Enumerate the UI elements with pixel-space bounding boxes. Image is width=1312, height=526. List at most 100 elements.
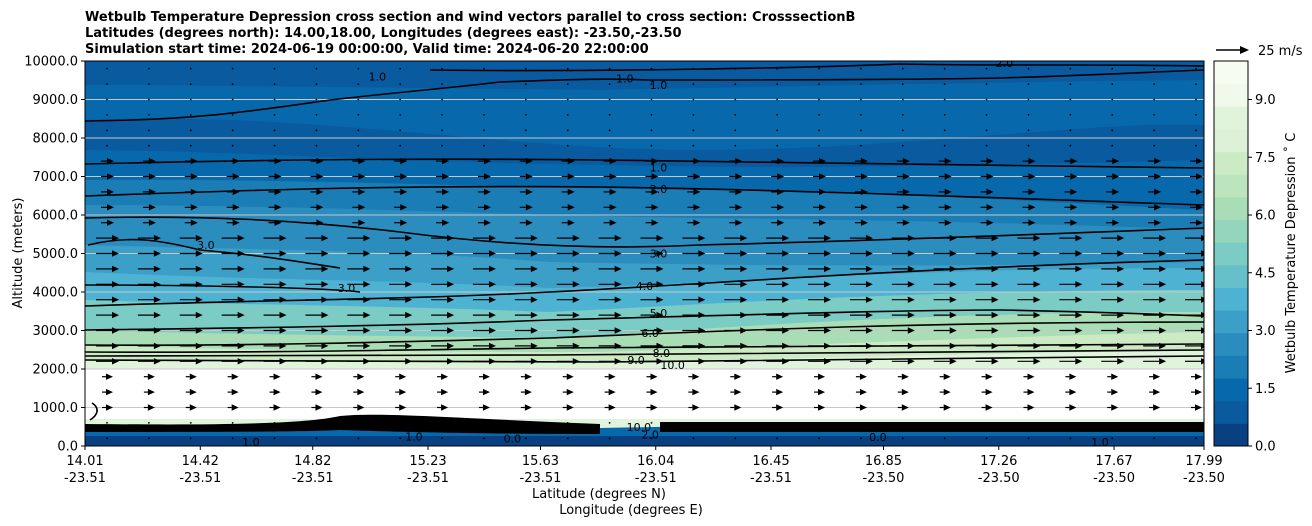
- wind-vector: [305, 311, 329, 319]
- wind-vector: [179, 265, 203, 273]
- wind-vector: [231, 129, 234, 132]
- wind-vector: [1190, 188, 1203, 196]
- wind-vector: [598, 342, 622, 350]
- wind-vector: [985, 114, 988, 116]
- wind-vector: [650, 67, 653, 70]
- wind-vector: [645, 157, 659, 165]
- wind-vector: [650, 98, 653, 101]
- contour-4: [85, 259, 1204, 307]
- wind-vector: [891, 281, 915, 288]
- wind-vector: [933, 281, 957, 288]
- wind-vector: [273, 114, 276, 116]
- wind-vector: [896, 157, 910, 165]
- wind-vector: [137, 311, 161, 319]
- wind-vector: [268, 173, 282, 180]
- wind-vector: [399, 422, 402, 424]
- wind-vector: [939, 388, 951, 396]
- wind-vector: [985, 437, 988, 440]
- y-tick-label: 7000.0: [33, 170, 79, 185]
- contour-label: 3.0: [338, 282, 356, 295]
- contour-label: 1.0: [405, 430, 423, 443]
- wind-vector: [849, 250, 873, 257]
- band-bottom-darkest: [85, 436, 1204, 446]
- wind-vector: [305, 358, 329, 365]
- wind-vector: [101, 204, 114, 211]
- wind-vector: [315, 144, 318, 147]
- wind-vector: [566, 437, 569, 440]
- wind-vector: [933, 311, 957, 319]
- wind-vector: [347, 265, 371, 273]
- wind-vector: [734, 422, 737, 424]
- wind-vector: [818, 129, 820, 132]
- wind-vector: [431, 327, 455, 334]
- x-tick-label-lat: 15.23: [409, 454, 446, 469]
- title-line-1: Wetbulb Temperature Depression cross sec…: [85, 10, 855, 25]
- wind-vector: [938, 204, 952, 211]
- wind-vector: [137, 342, 161, 350]
- wind-vector: [524, 114, 527, 116]
- chart-title: Wetbulb Temperature Depression cross sec…: [85, 10, 855, 57]
- wind-vector: [231, 437, 234, 440]
- surface-contour-right: [660, 422, 1204, 432]
- wind-vector: [221, 327, 245, 334]
- wind-vector: [692, 67, 695, 70]
- wind-vector: [519, 204, 533, 211]
- wind-vector: [514, 327, 538, 334]
- wind-vector: [96, 311, 119, 319]
- contour-9: [85, 349, 1204, 358]
- wind-vector: [566, 144, 569, 147]
- wind-vector: [808, 265, 832, 273]
- wind-vector: [640, 358, 664, 365]
- wind-vector: [1023, 404, 1035, 411]
- wind-vector: [1111, 83, 1114, 85]
- wind-vector: [1101, 250, 1125, 257]
- wind-vector: [1143, 327, 1167, 334]
- colorbar-segment: [1214, 196, 1248, 221]
- colorbar-segment: [1214, 151, 1248, 175]
- wind-vector: [985, 83, 988, 85]
- wind-vector: [441, 144, 443, 147]
- wind-vector: [472, 234, 496, 242]
- wind-vector: [901, 437, 904, 440]
- wind-vector: [980, 188, 994, 196]
- wind-vector: [436, 173, 450, 180]
- wind-vector: [682, 250, 706, 257]
- wind-vector: [315, 129, 318, 132]
- wind-vector: [556, 358, 580, 365]
- wind-vector: [688, 404, 700, 411]
- wind-vector: [650, 83, 653, 85]
- y-tick-label: 2000.0: [33, 363, 79, 378]
- contour-label: 10.0: [627, 421, 652, 434]
- colorbar-segment: [1214, 355, 1248, 379]
- wind-vector: [818, 144, 820, 147]
- x-tick-label-lon: -23.51: [64, 471, 106, 486]
- wind-vector: [1101, 234, 1125, 242]
- wind-vector: [179, 358, 203, 365]
- wind-vector: [96, 265, 119, 273]
- wind-vector: [562, 388, 574, 396]
- wind-vector: [818, 114, 820, 116]
- wind-vector: [730, 404, 742, 411]
- wind-vector: [268, 204, 282, 211]
- colorbar-segment: [1214, 128, 1248, 153]
- wind-vector: [682, 234, 706, 242]
- wind-vector: [729, 157, 743, 165]
- wind-vector: [813, 219, 827, 226]
- wind-vector: [1059, 250, 1083, 257]
- wind-vector: [1143, 311, 1167, 319]
- wind-vector: [394, 157, 408, 165]
- wind-vector: [179, 296, 203, 303]
- contour-10: [85, 355, 1204, 363]
- wind-vector: [357, 98, 360, 101]
- wind-vector: [980, 173, 994, 180]
- x-tick-label-lat: 15.63: [522, 454, 559, 469]
- wind-vector: [598, 281, 622, 288]
- wind-vector: [1185, 296, 1204, 303]
- wind-vector: [646, 404, 658, 411]
- y-tick-label: 6000.0: [33, 209, 79, 224]
- wind-vector: [353, 404, 365, 411]
- wind-vector: [860, 129, 862, 132]
- wind-vector: [1101, 296, 1125, 303]
- wind-vector: [1069, 114, 1072, 116]
- wind-vector: [687, 157, 701, 165]
